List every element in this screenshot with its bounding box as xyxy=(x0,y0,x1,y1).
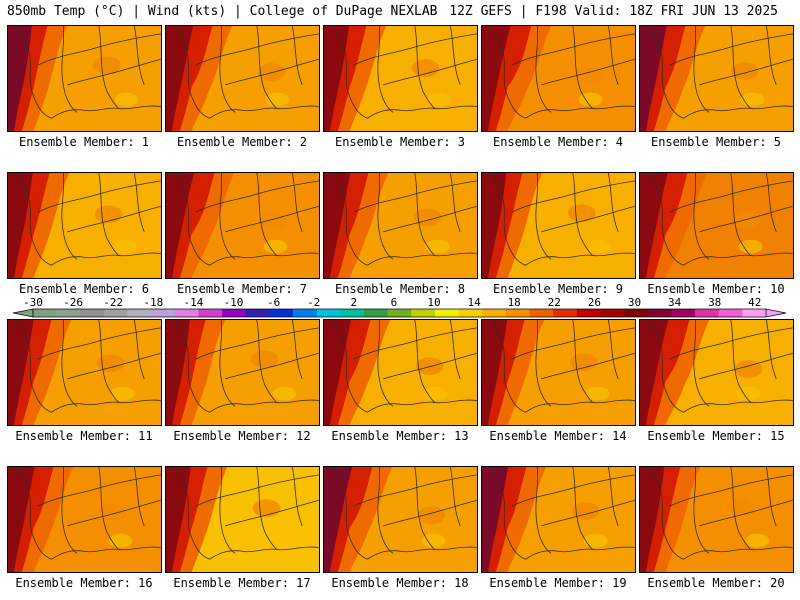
colorbar-swatch xyxy=(482,309,507,317)
run-valid-time: 12Z GEFS | F198 Valid: 18Z FRI JUN 13 20… xyxy=(449,4,778,19)
map-title: 850mb Temp (°C) | Wind (kts) | College o… xyxy=(7,4,438,19)
ensemble-member-label: Ensemble Member: 6 xyxy=(18,282,150,296)
colorbar-swatch xyxy=(364,309,388,317)
ensemble-member-map xyxy=(323,319,478,426)
colorbar-swatch xyxy=(411,309,436,317)
colorbar-tick-label: 14 xyxy=(467,296,481,309)
ensemble-member-label: Ensemble Member: 4 xyxy=(492,135,624,149)
ensemble-member-map xyxy=(165,466,320,573)
colorbar-swatch xyxy=(222,309,247,317)
colorbar-tick-label: 10 xyxy=(427,296,440,309)
colorbar-swatch xyxy=(174,309,199,317)
ensemble-member-map xyxy=(323,466,478,573)
colorbar-swatch xyxy=(434,309,459,317)
ensemble-member-map xyxy=(323,25,478,132)
colorbar-swatch xyxy=(127,309,152,317)
colorbar-swatch xyxy=(33,309,57,317)
colorbar-tick-label: -26 xyxy=(63,296,83,309)
colorbar-frame xyxy=(32,308,767,318)
colorbar-tick-label: 26 xyxy=(588,296,601,309)
colorbar-tick-label: -14 xyxy=(183,296,203,309)
colorbar-swatch xyxy=(553,309,578,317)
colorbar-swatch xyxy=(529,309,554,317)
ensemble-member-label: Ensemble Member: 18 xyxy=(331,576,469,590)
ensemble-member-map xyxy=(165,25,320,132)
ensemble-member-map xyxy=(165,319,320,426)
colorbar-tick-label: 18 xyxy=(508,296,521,309)
ensemble-member-label: Ensemble Member: 7 xyxy=(176,282,308,296)
colorbar-swatch xyxy=(647,309,672,317)
colorbar-tick-label: 38 xyxy=(708,296,721,309)
colorbar-tick-label: 34 xyxy=(668,296,682,309)
ensemble-member-map xyxy=(323,172,478,279)
colorbar-graphic: -30 -26 -22 -18 -14 -10 -6 -2 2 6 10 14 18 22 26 30 34 38… xyxy=(12,296,787,318)
colorbar-swatch xyxy=(576,309,601,317)
colorbar-swatch xyxy=(80,309,105,317)
colorbar-swatch xyxy=(718,309,743,317)
ensemble-member-label: Ensemble Member: 2 xyxy=(176,135,308,149)
ensemble-member-label: Ensemble Member: 13 xyxy=(331,429,469,443)
colorbar-tick-label: -22 xyxy=(103,296,123,309)
ensemble-member-map xyxy=(639,172,794,279)
ensemble-member-label: Ensemble Member: 5 xyxy=(650,135,782,149)
colorbar-tick-label: 42 xyxy=(748,296,761,309)
ensemble-member-map xyxy=(481,319,636,426)
ensemble-member-label: Ensemble Member: 3 xyxy=(334,135,466,149)
colorbar-swatch xyxy=(742,309,767,317)
colorbar-right-arrow xyxy=(765,308,787,318)
ensemble-member-map xyxy=(639,25,794,132)
colorbar-swatch xyxy=(695,309,720,317)
ensemble-member-map xyxy=(639,319,794,426)
ensemble-member-map xyxy=(7,466,162,573)
colorbar-swatch xyxy=(293,309,318,317)
colorbar-swatch xyxy=(624,309,649,317)
ensemble-member-map xyxy=(165,172,320,279)
colorbar-swatch xyxy=(245,309,270,317)
colorbar-swatch xyxy=(505,309,530,317)
ensemble-member-map xyxy=(481,172,636,279)
colorbar-swatch xyxy=(387,309,412,317)
ensemble-member-label: Ensemble Member: 14 xyxy=(489,429,627,443)
colorbar-swatch xyxy=(56,309,81,317)
colorbar-tick-label: 6 xyxy=(391,296,398,309)
ensemble-member-label: Ensemble Member: 17 xyxy=(173,576,311,590)
colorbar-swatch xyxy=(316,309,341,317)
ensemble-member-label: Ensemble Member: 12 xyxy=(173,429,311,443)
ensemble-member-label: Ensemble Member: 15 xyxy=(647,429,785,443)
colorbar-tick-label: 30 xyxy=(628,296,641,309)
colorbar-swatch xyxy=(458,309,483,317)
ensemble-member-label: Ensemble Member: 1 xyxy=(18,135,150,149)
colorbar-tick-label: 22 xyxy=(548,296,561,309)
ensemble-member-label: Ensemble Member: 9 xyxy=(492,282,624,296)
ensemble-member-label: Ensemble Member: 19 xyxy=(489,576,627,590)
colorbar-swatch xyxy=(600,309,625,317)
ensemble-member-map xyxy=(639,466,794,573)
ensemble-member-map xyxy=(7,172,162,279)
colorbar-tick-label: -30 xyxy=(23,296,43,309)
ensemble-member-label: Ensemble Member: 10 xyxy=(647,282,785,296)
ensemble-member-map xyxy=(7,319,162,426)
colorbar-tick-label: -10 xyxy=(224,296,244,309)
ensemble-member-map xyxy=(481,25,636,132)
ensemble-member-label: Ensemble Member: 16 xyxy=(15,576,153,590)
colorbar-left-arrow xyxy=(12,308,34,318)
ensemble-member-map xyxy=(7,25,162,132)
colorbar-swatch xyxy=(340,309,365,317)
colorbar-tick-label: 2 xyxy=(350,296,357,309)
ensemble-member-label: Ensemble Member: 20 xyxy=(647,576,785,590)
ensemble-member-label: Ensemble Member: 11 xyxy=(15,429,153,443)
colorbar-swatch xyxy=(269,309,294,317)
colorbar-swatch xyxy=(151,309,176,317)
ensemble-member-label: Ensemble Member: 8 xyxy=(334,282,466,296)
colorbar-swatch xyxy=(103,309,128,317)
colorbar-tick-label: -2 xyxy=(307,296,320,309)
colorbar-tick-label: -6 xyxy=(267,296,280,309)
temperature-colorbar: -30 -26 -22 -18 -14 -10 -6 -2 2 6 10 14 18 22 26 30 34 38… xyxy=(0,296,800,322)
colorbar-swatch xyxy=(198,309,223,317)
colorbar-tick-label: -18 xyxy=(143,296,163,309)
ensemble-member-map xyxy=(481,466,636,573)
colorbar-swatch xyxy=(671,309,696,317)
